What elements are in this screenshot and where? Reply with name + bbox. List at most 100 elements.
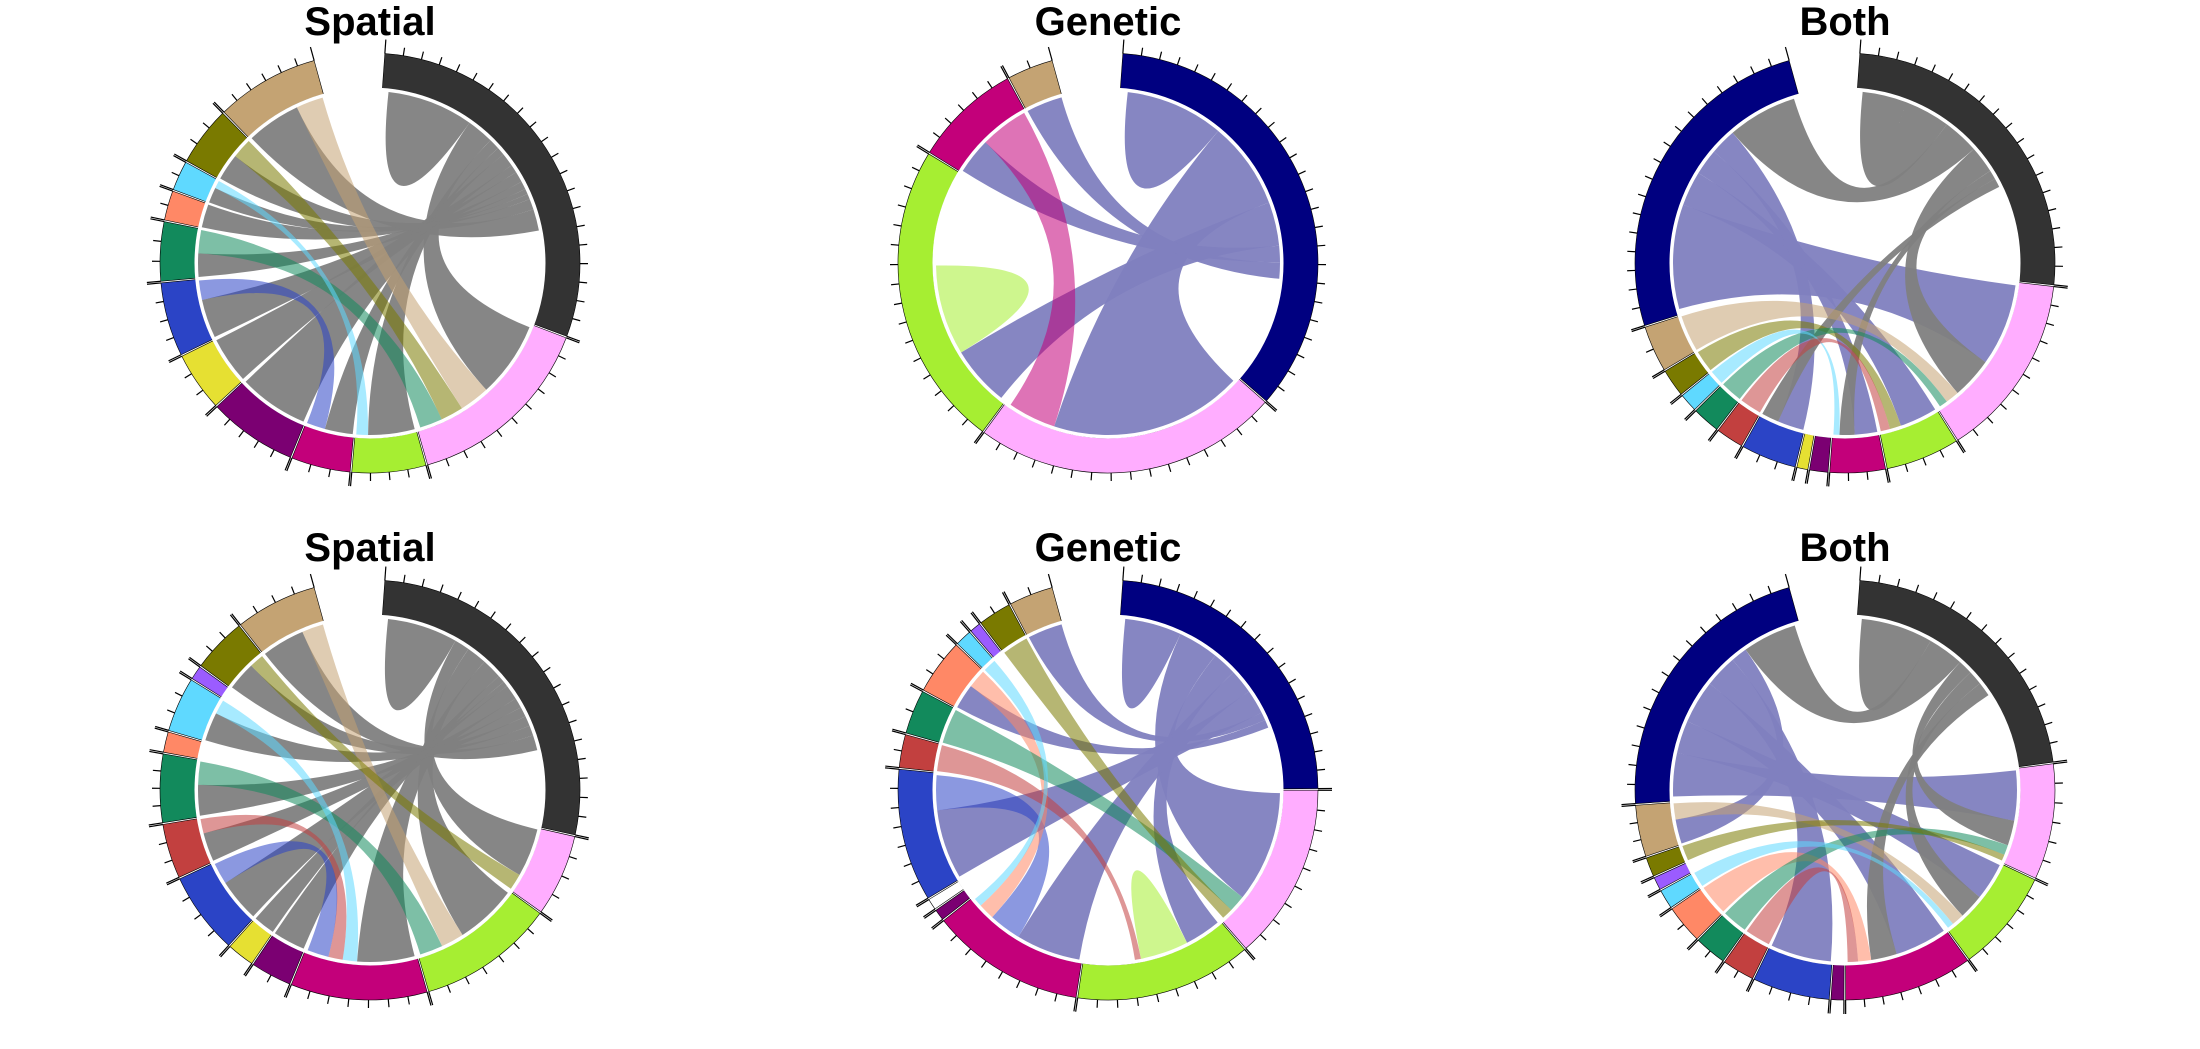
axis-tick: [1774, 461, 1778, 470]
axis-tick: [2035, 877, 2049, 885]
axis-tick: [174, 691, 183, 697]
chord-ribbon: [1746, 867, 1859, 962]
axis-tick: [989, 606, 996, 614]
axis-tick: [1986, 416, 1994, 424]
axis-tick: [1129, 471, 1132, 480]
chord-ribbon: [1723, 327, 1947, 407]
axis-tick: [1768, 986, 1773, 995]
axis-tick: [1073, 997, 1077, 1012]
chord-ribbon: [216, 700, 359, 962]
axis-tick: [1914, 57, 1918, 66]
axis-tick: [261, 73, 267, 81]
chord-ribbon: [962, 142, 1280, 263]
axis-tick: [196, 389, 204, 396]
axis-tick: [2034, 879, 2048, 887]
axis-tick: [284, 457, 291, 471]
axis-tick: [540, 911, 553, 921]
axis-tick: [2048, 840, 2057, 844]
axis-tick: [1316, 282, 1326, 285]
axis-tick: [2053, 284, 2068, 287]
axis-tick: [309, 46, 315, 61]
axis-tick: [1226, 83, 1233, 91]
axis-tick: [290, 586, 295, 595]
axis-tick: [1672, 655, 1680, 662]
axis-tick: [243, 963, 253, 976]
axis-tick: [207, 930, 215, 937]
axis-tick: [1955, 440, 1965, 454]
axis-tick: [245, 83, 252, 91]
axis-tick: [1297, 695, 1305, 700]
axis-tick: [959, 621, 971, 633]
axis-tick: [911, 166, 920, 172]
axis-tick: [1982, 948, 1989, 956]
axis-tick: [1305, 188, 1314, 193]
axis-tick: [911, 880, 920, 886]
sector-arc: [1830, 964, 1845, 1001]
axis-tick: [1632, 857, 1647, 864]
axis-tick: [561, 875, 570, 880]
axis-tick: [916, 146, 929, 155]
chord-ribbon: [1675, 649, 1784, 844]
axis-tick: [1637, 193, 1646, 198]
axis-tick: [1294, 885, 1303, 891]
axis-tick: [1859, 39, 1862, 54]
axis-tick: [1631, 744, 1640, 748]
axis-tick: [1310, 206, 1319, 210]
axis-tick: [2026, 894, 2034, 900]
axis-tick: [1957, 439, 1966, 453]
axis-tick: [539, 912, 552, 922]
axis-tick: [1075, 997, 1079, 1012]
axis-tick: [1918, 986, 1922, 995]
chord-ribbon: [1703, 852, 1872, 962]
axis-tick: [1203, 449, 1209, 457]
axis-tick: [146, 282, 162, 285]
axis-tick: [505, 623, 512, 631]
axis-tick: [173, 155, 187, 163]
axis-tick: [890, 806, 899, 809]
chord-ribbon: [1155, 634, 1280, 898]
axis-tick: [1731, 602, 1738, 611]
axis-tick: [1272, 919, 1280, 925]
axis-tick: [1709, 429, 1719, 442]
axis-tick: [957, 104, 965, 111]
axis-tick: [1255, 107, 1262, 115]
axis-tick: [1633, 839, 1642, 843]
chord-panel-6: Both: [1621, 526, 2068, 1015]
chord-ribbon: [251, 656, 520, 889]
axis-tick: [1176, 57, 1181, 65]
chord-ribbons: [197, 618, 538, 962]
axis-tick: [223, 418, 231, 426]
chord-ribbon: [1124, 92, 1219, 189]
chord-ribbon: [1745, 625, 1961, 724]
axis-tick: [1628, 288, 1637, 291]
axis-tick: [427, 464, 433, 479]
axis-tick: [1896, 578, 1901, 587]
axis-tick: [1791, 466, 1796, 481]
chord-ribbon: [302, 624, 463, 947]
axis-tick: [568, 855, 577, 860]
chord-ribbon: [264, 631, 538, 760]
axis-tick: [1878, 574, 1881, 583]
axis-tick: [1641, 877, 1655, 885]
axis-tick: [885, 767, 900, 770]
axis-tick: [421, 578, 425, 587]
axis-tick: [511, 417, 518, 425]
inner-ring: [932, 614, 1284, 966]
axis-tick: [2007, 652, 2015, 659]
axis-tick: [916, 899, 930, 908]
inner-ring: [1669, 614, 2021, 966]
axis-tick: [915, 897, 929, 906]
axis-tick: [189, 656, 202, 667]
axis-tick: [488, 82, 494, 91]
axis-tick: [1788, 992, 1792, 1001]
axis-tick: [309, 573, 315, 588]
axis-tick: [1267, 121, 1275, 128]
axis-tick: [178, 672, 192, 681]
chord-ribbon: [1859, 618, 1931, 711]
axis-tick: [155, 725, 169, 731]
axis-tick: [1715, 961, 1725, 974]
axis-tick: [1978, 95, 1986, 103]
axis-tick: [1643, 706, 1652, 711]
axis-tick: [165, 336, 174, 341]
